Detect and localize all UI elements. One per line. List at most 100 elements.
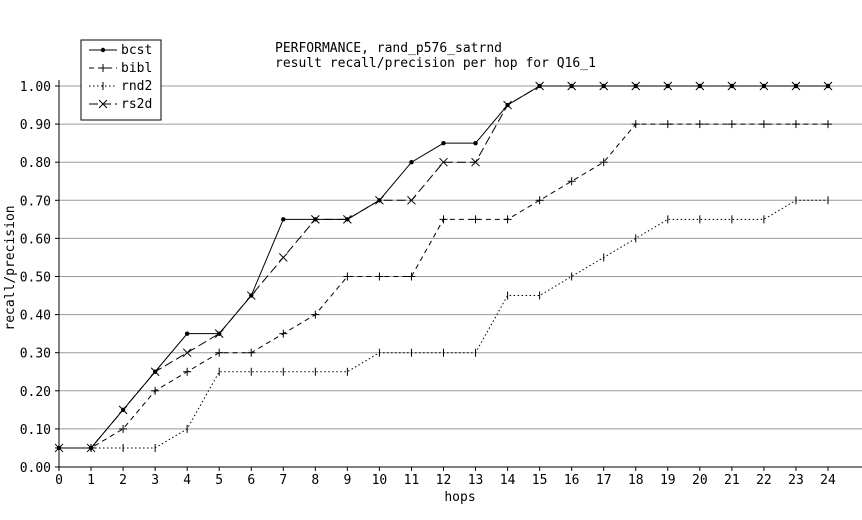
x-tick-label: 22 [756,473,772,488]
data-point-bibl [535,196,544,205]
series-rnd2 [58,196,829,452]
x-tick-label: 24 [820,473,836,488]
data-point-bibl [311,310,320,319]
data-point-rs2d [791,81,801,91]
series-rs2d [54,81,833,453]
data-point-bibl [279,329,288,338]
data-point-rs2d [407,195,416,205]
y-tick-label: 0.90 [20,118,51,133]
x-tick-label: 12 [436,473,452,488]
data-point-rs2d [54,443,64,453]
chart-title: PERFORMANCE, rand_p576_satrnd [275,41,502,56]
series-bibl [55,120,832,452]
x-tick-label: 7 [279,473,287,488]
series-line-bibl [59,123,828,449]
x-tick-label: 0 [55,473,63,488]
data-point-bcst [473,140,478,146]
x-tick-label: 2 [119,473,127,488]
y-tick-label: 0.50 [20,271,51,286]
x-tick-label: 5 [215,473,223,488]
data-point-bibl [119,424,128,433]
legend: bcst bibl rnd2 rs2d [80,39,162,121]
series-line-rs2d [59,85,828,449]
data-point-bibl [631,120,640,129]
data-point-bibl [824,120,832,129]
y-tick-labels: 0.00 0.10 0.20 0.30 0.40 0.50 0.60 0.70 0.80 0.90… [20,80,59,476]
data-point-bcst [184,331,190,336]
x-tick-label: 23 [788,473,804,488]
y-tick-label: 0.40 [20,309,51,324]
data-point-bibl [727,120,736,129]
data-point-bibl [407,272,416,281]
data-point-bibl [759,120,768,129]
x-axis-label: hops [444,490,475,505]
series-bcst [56,83,831,451]
data-point-rs2d [695,81,705,91]
series-line-rnd2 [59,199,828,449]
chart-subtitle: result recall/precision per hop for Q16_… [275,56,596,71]
data-point-rs2d [759,81,769,91]
data-point-bibl [375,272,384,281]
x-tick-label: 14 [500,473,516,488]
x-tick-label: 18 [628,473,644,488]
data-point-rs2d [439,157,448,167]
x-tick-label: 11 [404,473,420,488]
data-point-rs2d [631,81,641,91]
data-point-bibl [567,177,576,186]
legend-marker [98,99,108,109]
legend-item-bcst: bcst [89,43,152,58]
x-tick-label: 3 [151,473,159,488]
x-tick-label: 9 [343,473,351,488]
data-point-rs2d [727,81,737,91]
legend-item-rnd2: rnd2 [89,79,152,94]
data-point-rs2d [375,195,384,205]
x-tick-label: 16 [564,473,580,488]
x-tick-label: 6 [247,473,255,488]
data-point-rs2d [278,253,288,262]
data-point-bibl [663,120,672,129]
y-tick-label: 0.20 [20,385,51,400]
data-point-rs2d [471,157,480,167]
data-point-bcst [281,217,286,222]
data-point-rs2d [535,81,544,91]
legend-item-rs2d: rs2d [89,97,152,112]
data-point-bibl [791,120,800,129]
x-tick-label: 21 [724,473,740,488]
x-tick-label: 1 [87,473,95,488]
series-line-bcst [59,85,828,449]
x-tick-label: 10 [372,473,388,488]
legend-item-bibl: bibl [89,61,152,76]
data-point-rs2d [599,81,609,91]
data-point-bcst [409,160,414,165]
x-tick-labels: 0 1 2 3 4 5 6 7 8 9 10 11 12 13 14 15 16 17 18 19 20 21 22 23 24 [55,467,836,488]
data-point-bibl [183,367,192,376]
y-tick-label: 0.80 [20,156,51,171]
data-point-rs2d [182,348,192,358]
x-tick-label: 8 [311,473,319,488]
y-tick-label: 0.10 [20,423,51,438]
x-tick-label: 17 [596,473,612,488]
data-point-bibl [151,386,160,395]
data-point-rs2d [118,405,128,415]
y-tick-label: 0.00 [20,461,51,476]
series-lines [54,81,833,453]
data-point-rs2d [310,214,320,224]
x-tick-label: 4 [183,473,191,488]
grid-lines [59,85,862,430]
data-point-bibl [247,348,256,357]
data-point-rs2d [823,81,833,91]
data-point-rs2d [567,81,577,91]
data-point-rs2d [214,329,224,339]
data-point-rs2d [343,214,352,224]
y-tick-label: 1.00 [20,80,51,95]
x-tick-label: 13 [468,473,484,488]
legend-label: rnd2 [121,79,152,94]
data-point-rs2d [150,367,160,377]
y-axis-label: recall/precision [3,205,18,330]
data-point-rs2d [86,443,96,453]
data-point-bcst [441,140,446,146]
legend-label: bcst [121,43,152,58]
legend-box [80,39,162,121]
legend-label: bibl [121,61,152,76]
